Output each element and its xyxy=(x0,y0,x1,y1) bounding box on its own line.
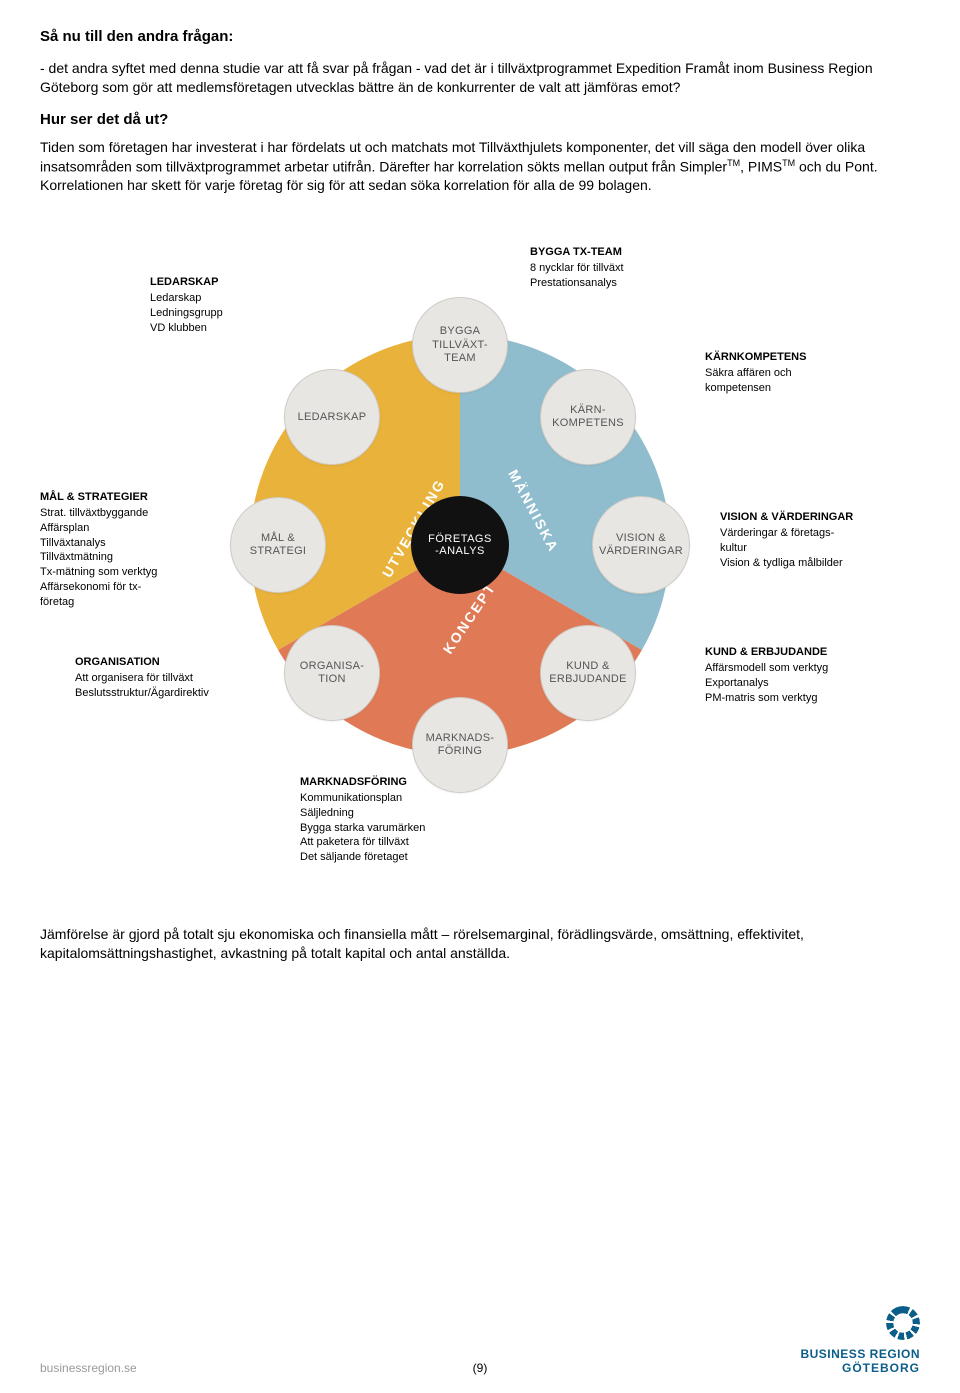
callout-vision-title: VISION & VÄRDERINGAR xyxy=(720,510,900,525)
node-kund-text: KUND & ERBJUDANDE xyxy=(549,660,627,686)
callout-line: Beslutsstruktur/Ägardirektiv xyxy=(75,686,255,701)
center-line1: FÖRETAGS xyxy=(428,533,492,545)
node-karn-text: KÄRN- KOMPETENS xyxy=(552,404,624,430)
callout-bygga: BYGGA TX-TEAM 8 nycklar för tillväxt Pre… xyxy=(530,245,690,291)
callout-line: Säkra affären och xyxy=(705,366,865,381)
callout-line: Ledningsgrupp xyxy=(150,306,280,321)
page-heading: Så nu till den andra frågan: xyxy=(40,28,920,45)
callout-organisation-title: ORGANISATION xyxy=(75,655,255,670)
intro-paragraph: - det andra syftet med denna studie var … xyxy=(40,59,920,97)
tm-2: TM xyxy=(782,158,795,168)
callout-line: Prestationsanalys xyxy=(530,276,690,291)
callout-vision: VISION & VÄRDERINGAR Värderingar & föret… xyxy=(720,510,900,570)
callout-line: Bygga starka varumärken xyxy=(300,821,480,836)
node-ledarskap-text: LEDARSKAP xyxy=(298,411,367,424)
node-marknads-text: MARKNADS- FÖRING xyxy=(426,732,495,758)
node-bygga-text: BYGGA TILLVÄXT- TEAM xyxy=(432,325,488,365)
callout-ledarskap: LEDARSKAP Ledarskap Ledningsgrupp VD klu… xyxy=(150,275,280,335)
callout-line: Strat. tillväxtbyggande xyxy=(40,506,200,521)
callout-line: Tx-mätning som verktyg xyxy=(40,565,200,580)
callout-line: kompetensen xyxy=(705,381,865,396)
footer-site: businessregion.se xyxy=(40,1361,137,1375)
callout-line: 8 nycklar för tillväxt xyxy=(530,261,690,276)
callout-line: Att organisera för tillväxt xyxy=(75,671,255,686)
brg-logo-icon xyxy=(886,1306,920,1340)
callout-line: Det säljande företaget xyxy=(300,850,480,865)
node-bygga: BYGGA TILLVÄXT- TEAM xyxy=(412,297,508,393)
callout-mal-title: MÅL & STRATEGIER xyxy=(40,490,200,505)
callout-line: PM-matris som verktyg xyxy=(705,691,885,706)
callout-mal: MÅL & STRATEGIER Strat. tillväxtbyggande… xyxy=(40,490,200,610)
callout-line: Exportanalys xyxy=(705,676,885,691)
node-vision-text: VISION & VÄRDERINGAR xyxy=(599,532,683,558)
callout-karn: KÄRNKOMPETENS Säkra affären och kompeten… xyxy=(705,350,865,396)
callout-karn-title: KÄRNKOMPETENS xyxy=(705,350,865,365)
callout-line: Tillväxtanalys xyxy=(40,536,200,551)
tm-1: TM xyxy=(727,158,740,168)
callout-line: Affärsmodell som verktyg xyxy=(705,661,885,676)
page-footer: businessregion.se (9) BUSINESS REGION GÖ… xyxy=(40,1306,920,1375)
node-karn: KÄRN- KOMPETENS xyxy=(540,369,636,465)
center-line2: -ANALYS xyxy=(435,545,485,557)
node-organisation-text: ORGANISA- TION xyxy=(300,660,364,686)
logo-text-1: BUSINESS REGION xyxy=(800,1347,920,1361)
callout-line: Värderingar & företags- xyxy=(720,526,900,541)
node-mal-text: MÅL & STRATEGI xyxy=(250,532,307,558)
callout-line: Affärsplan xyxy=(40,521,200,536)
callout-line: Kommunikationsplan xyxy=(300,791,480,806)
logo-text-2: GÖTEBORG xyxy=(842,1361,920,1375)
body-paragraph: Tiden som företagen har investerat i har… xyxy=(40,138,920,195)
callout-line: Tillväxtmätning xyxy=(40,550,200,565)
wheel: UTVECKLING MÄNNISKA KONCEPT FÖRETAGS -AN… xyxy=(240,325,680,765)
callout-line: Att paketera för tillväxt xyxy=(300,835,480,850)
callout-bygga-title: BYGGA TX-TEAM xyxy=(530,245,690,260)
callout-line: VD klubben xyxy=(150,321,280,336)
callout-kund-title: KUND & ERBJUDANDE xyxy=(705,645,885,660)
footer-page-number: (9) xyxy=(473,1361,488,1375)
callout-ledarskap-title: LEDARSKAP xyxy=(150,275,280,290)
closing-paragraph: Jämförelse är gjord på totalt sju ekonom… xyxy=(40,925,920,963)
callout-line: företag xyxy=(40,595,200,610)
node-kund: KUND & ERBJUDANDE xyxy=(540,625,636,721)
node-organisation: ORGANISA- TION xyxy=(284,625,380,721)
node-vision: VISION & VÄRDERINGAR xyxy=(592,496,690,594)
callout-kund: KUND & ERBJUDANDE Affärsmodell som verkt… xyxy=(705,645,885,705)
callout-line: Säljledning xyxy=(300,806,480,821)
callout-line: Affärsekonomi för tx- xyxy=(40,580,200,595)
node-mal: MÅL & STRATEGI xyxy=(230,497,326,593)
node-marknads: MARKNADS- FÖRING xyxy=(412,697,508,793)
growth-wheel-diagram: UTVECKLING MÄNNISKA KONCEPT FÖRETAGS -AN… xyxy=(40,235,920,885)
callout-organisation: ORGANISATION Att organisera för tillväxt… xyxy=(75,655,255,701)
subheading: Hur ser det då ut? xyxy=(40,111,920,128)
footer-logo: BUSINESS REGION GÖTEBORG xyxy=(800,1306,920,1375)
callout-line: kultur xyxy=(720,541,900,556)
callout-line: Vision & tydliga målbilder xyxy=(720,556,900,571)
para2-b: , PIMS xyxy=(740,158,782,174)
center-circle: FÖRETAGS -ANALYS xyxy=(411,496,509,594)
callout-line: Ledarskap xyxy=(150,291,280,306)
node-ledarskap: LEDARSKAP xyxy=(284,369,380,465)
